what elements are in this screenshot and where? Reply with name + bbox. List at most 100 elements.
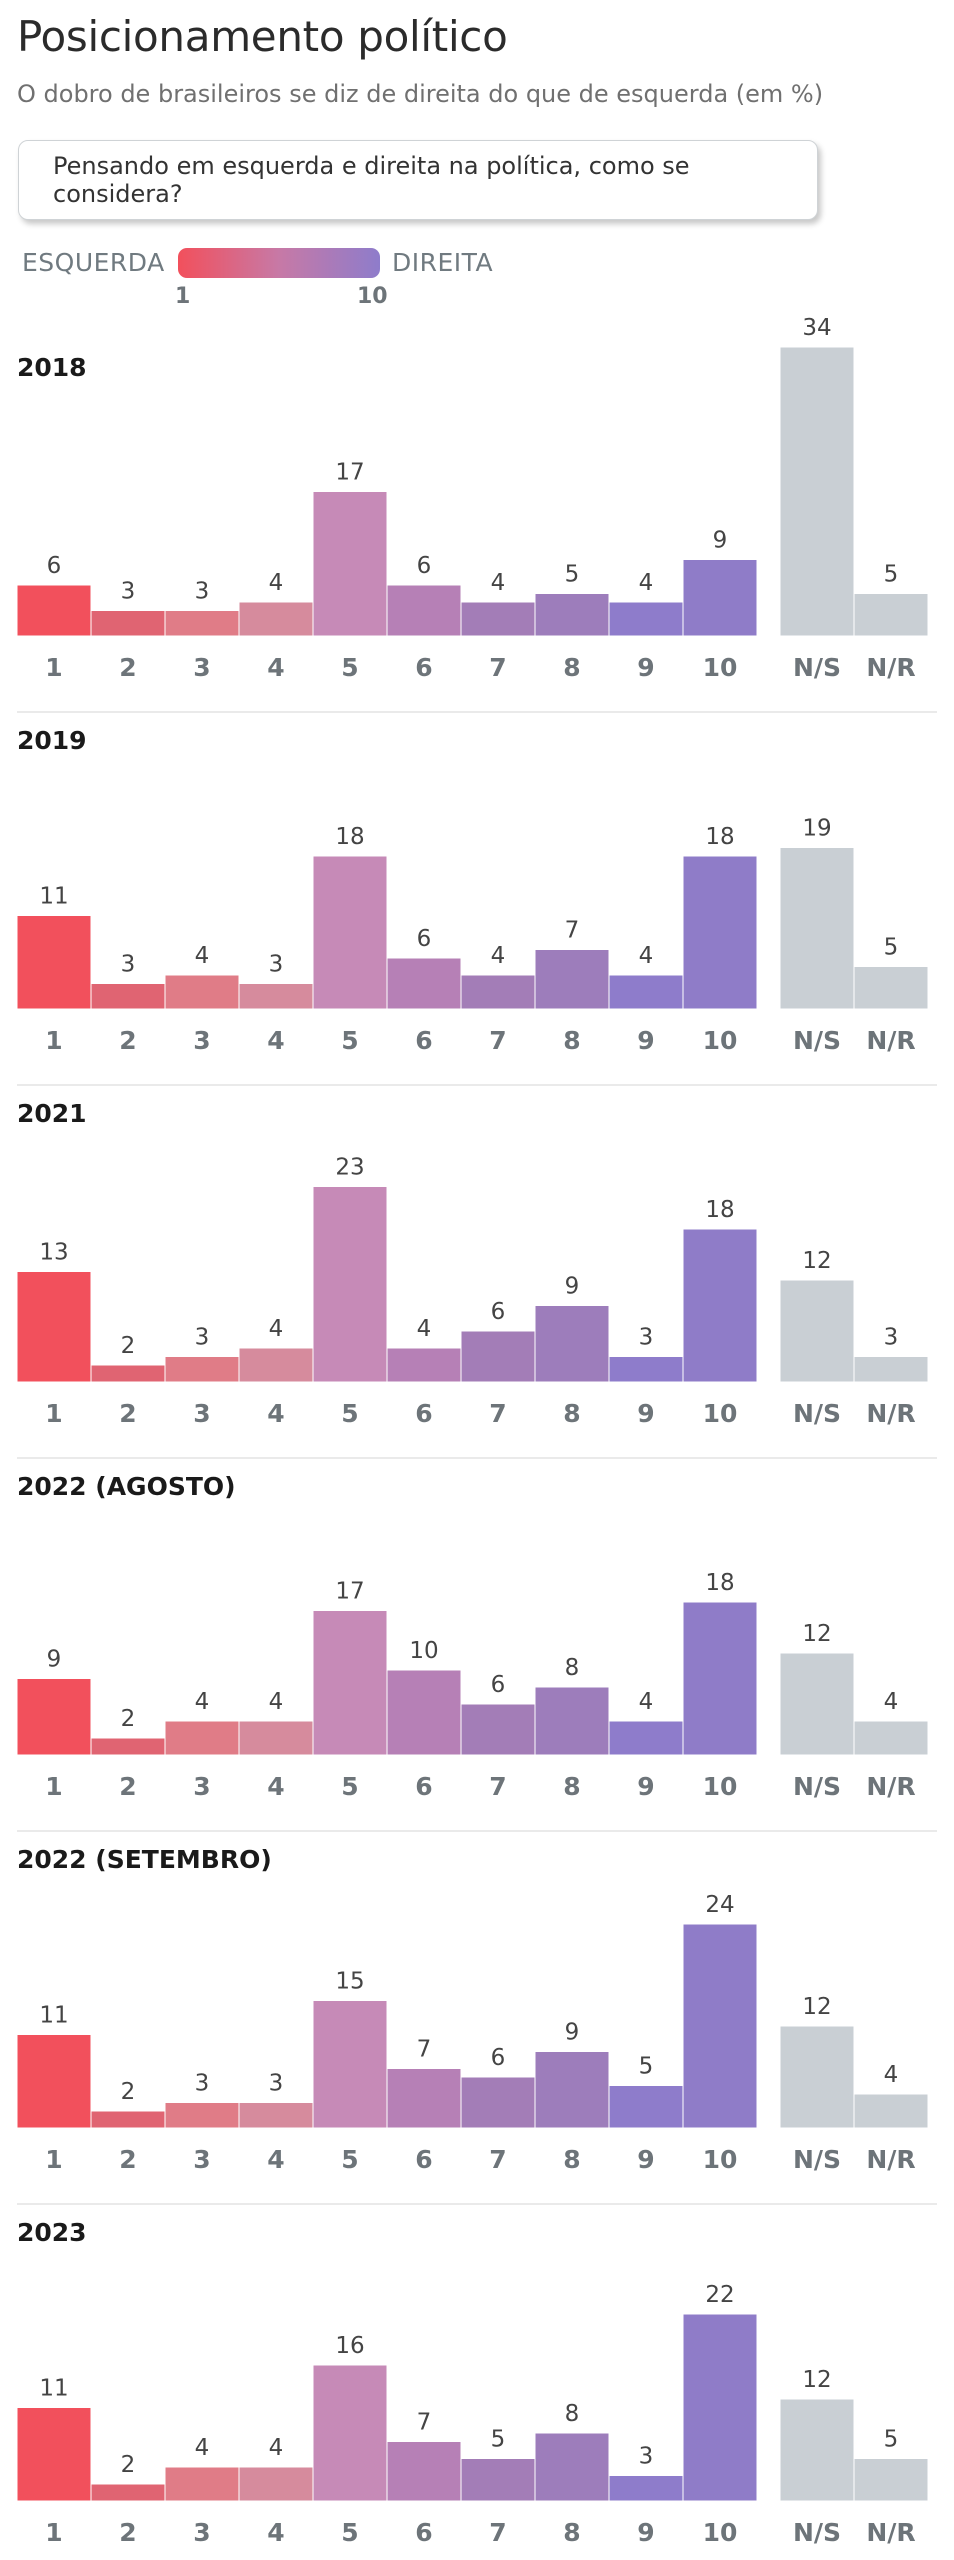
- category-label: 8: [563, 2145, 580, 2174]
- value-label: 4: [195, 943, 210, 969]
- category-label: 7: [489, 2145, 506, 2174]
- bar-7: [460, 2458, 536, 2502]
- legend-right-label: DIREITA: [392, 248, 494, 277]
- value-label: 4: [269, 1316, 284, 1342]
- bar-n-s: [779, 2025, 855, 2129]
- category-label: 6: [415, 2518, 432, 2547]
- bar-6: [386, 584, 462, 637]
- bar-5: [312, 491, 388, 637]
- question-text: Pensando em esquerda e direita na políti…: [53, 152, 690, 208]
- value-label: 4: [269, 2435, 284, 2461]
- chart-year-label: 2023: [17, 2218, 87, 2247]
- value-label: 4: [491, 570, 506, 596]
- chart-year-label: 2019: [17, 726, 87, 755]
- bar-10: [682, 1601, 758, 1756]
- bar-9: [608, 2085, 684, 2129]
- bar-8: [534, 2432, 610, 2502]
- category-label: 1: [45, 1399, 62, 1428]
- category-label: 6: [415, 1399, 432, 1428]
- bar-n-r: [853, 593, 929, 637]
- value-label: 16: [335, 2333, 364, 2359]
- value-label: 4: [195, 1689, 210, 1715]
- chart-2022-agosto: 2022 (AGOSTO)91224344175106678849181012N…: [16, 1472, 937, 1832]
- value-label: 18: [705, 824, 734, 850]
- chart-year-label: 2022 (AGOSTO): [17, 1472, 236, 1501]
- bar-n-s: [779, 847, 855, 1010]
- value-label: 24: [705, 1892, 734, 1918]
- value-label: 2: [121, 2079, 136, 2105]
- value-label: 3: [195, 1325, 210, 1351]
- value-label: 7: [565, 918, 580, 944]
- bar-3: [164, 2466, 240, 2502]
- bar-n-r: [853, 1356, 929, 1383]
- value-label: 4: [884, 1689, 899, 1715]
- bar-3: [164, 1356, 240, 1383]
- bar-8: [534, 593, 610, 637]
- value-label: 3: [269, 2071, 284, 2097]
- value-label: 2: [121, 2452, 136, 2478]
- value-label: 15: [335, 1969, 364, 1995]
- value-label: 12: [802, 2367, 831, 2393]
- value-label: 10: [409, 1638, 438, 1664]
- category-label: 5: [341, 1772, 358, 1801]
- category-label: 9: [637, 1026, 654, 1055]
- bar-5: [312, 2000, 388, 2129]
- bar-4: [238, 2102, 314, 2129]
- bar-1: [16, 1678, 92, 1756]
- bar-1: [16, 2034, 92, 2129]
- value-label: 18: [335, 824, 364, 850]
- bar-10: [682, 559, 758, 637]
- category-label: 5: [341, 2518, 358, 2547]
- bar-6: [386, 2441, 462, 2502]
- bar-n-s: [779, 1652, 855, 1756]
- category-label: 6: [415, 1772, 432, 1801]
- value-label: 3: [269, 952, 284, 978]
- value-label: 11: [39, 2003, 68, 2029]
- bar-1: [16, 915, 92, 1010]
- bar-2: [90, 1737, 166, 1756]
- bar-10: [682, 2313, 758, 2502]
- value-label: 2: [121, 1706, 136, 1732]
- category-label: 8: [563, 1026, 580, 1055]
- bar-n-s: [779, 2398, 855, 2502]
- bar-n-r: [853, 966, 929, 1010]
- category-label: 3: [193, 1772, 210, 1801]
- value-label: 6: [417, 926, 432, 952]
- value-label: 6: [491, 1299, 506, 1325]
- bar-7: [460, 1330, 536, 1383]
- bar-n-s: [779, 1279, 855, 1383]
- value-label: 17: [335, 1579, 364, 1605]
- bar-2: [90, 2110, 166, 2129]
- page-subtitle: O dobro de brasileiros se diz de direita…: [17, 80, 824, 108]
- value-label: 23: [335, 1155, 364, 1181]
- legend-max-label: 10: [357, 284, 388, 309]
- category-label: 9: [637, 2145, 654, 2174]
- bar-7: [460, 601, 536, 637]
- bar-7: [460, 1703, 536, 1756]
- value-label: 5: [565, 562, 580, 588]
- category-label: 5: [341, 2145, 358, 2174]
- bar-8: [534, 2051, 610, 2129]
- category-label: N/S: [793, 1772, 841, 1801]
- value-label: 4: [491, 943, 506, 969]
- category-label: 4: [267, 1772, 284, 1801]
- value-label: 4: [639, 943, 654, 969]
- category-label: 2: [119, 1772, 136, 1801]
- bar-3: [164, 610, 240, 637]
- category-label: 1: [45, 1026, 62, 1055]
- chart-year-label: 2018: [17, 353, 87, 382]
- category-label: 3: [193, 1026, 210, 1055]
- value-label: 3: [639, 1325, 654, 1351]
- value-label: 6: [491, 1672, 506, 1698]
- value-label: 11: [39, 884, 68, 910]
- value-label: 6: [491, 2045, 506, 2071]
- value-label: 5: [884, 562, 899, 588]
- value-label: 5: [884, 2427, 899, 2453]
- category-label: 7: [489, 653, 506, 682]
- value-label: 9: [565, 1274, 580, 1300]
- legend-gradient-bar: [178, 248, 380, 278]
- value-label: 5: [639, 2054, 654, 2080]
- category-label: 9: [637, 1772, 654, 1801]
